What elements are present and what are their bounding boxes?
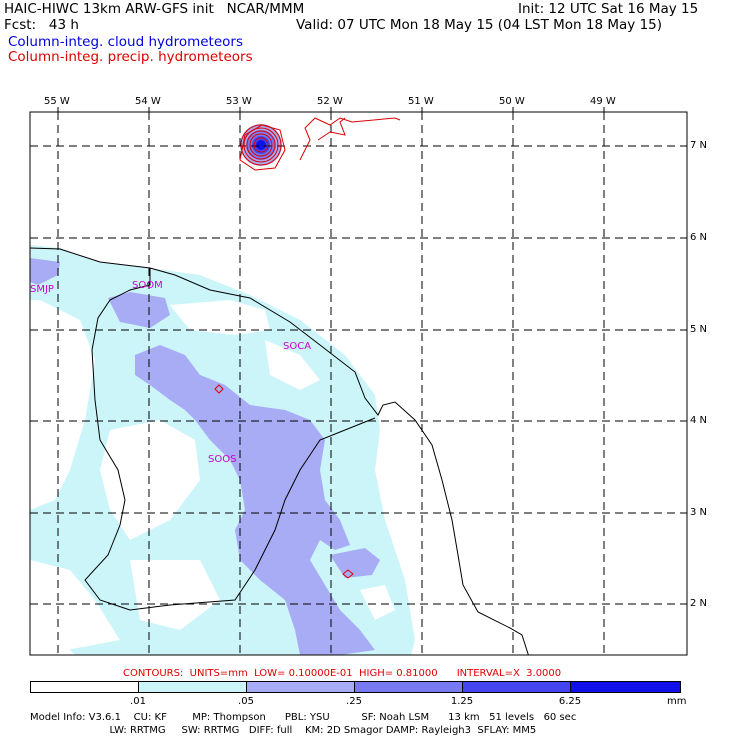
station-label: SOOS: [208, 454, 237, 465]
station-label: SMJP: [30, 284, 54, 295]
lat-lon-grid: [30, 112, 687, 655]
colorbar-label: .25: [346, 696, 362, 707]
lat-label: 3 N: [690, 507, 708, 518]
colorbar-units: mm: [667, 696, 687, 707]
coastlines: [30, 247, 529, 655]
map-frame: [29, 111, 688, 656]
lat-label: 4 N: [690, 415, 708, 426]
model-info-line2: LW: RRTMG SW: RRTMG DIFF: full KM: 2D Sm…: [30, 725, 537, 736]
cloud-field-label: Column-integ. cloud hydrometeors: [8, 34, 244, 50]
lat-label: 5 N: [690, 324, 708, 335]
colorbar-label: .01: [130, 696, 146, 707]
lon-label: 52 W: [317, 96, 343, 107]
colorbar-label: 6.25: [558, 696, 582, 707]
model-info-line1: Model Info: V3.6.1 CU: KF MP: Thompson P…: [30, 712, 577, 723]
cloud-shading-medium: [135, 345, 375, 655]
lon-label: 51 W: [408, 96, 434, 107]
lon-label: 54 W: [135, 96, 161, 107]
lat-label: 7 N: [690, 140, 708, 151]
lon-label: 49 W: [590, 96, 616, 107]
forecast-hour: Fcst: 43 h: [4, 17, 79, 33]
valid-time: Valid: 07 UTC Mon 18 May 15 (04 LST Mon …: [296, 17, 663, 33]
station-label: SOCA: [283, 341, 312, 352]
lat-label: 6 N: [690, 232, 708, 243]
station-label: SOOM: [132, 280, 163, 291]
contour-info: CONTOURS: UNITS=mm LOW= 0.10000E-01 HIGH…: [123, 668, 562, 679]
colorbar: [30, 681, 681, 693]
lon-label: 55 W: [44, 96, 70, 107]
plot-title: HAIC-HIWC 13km ARW-GFS init NCAR/MMM: [4, 1, 305, 17]
init-time: Init: 12 UTC Sat 16 May 15: [518, 1, 699, 17]
colorbar-label: .05: [238, 696, 254, 707]
lat-label: 2 N: [690, 598, 708, 609]
colorbar-label: 1.25: [450, 696, 474, 707]
lon-label: 53 W: [226, 96, 252, 107]
lon-label: 50 W: [499, 96, 525, 107]
precip-field-label: Column-integ. precip. hydrometeors: [8, 49, 253, 65]
precip-contours: [214, 117, 401, 579]
